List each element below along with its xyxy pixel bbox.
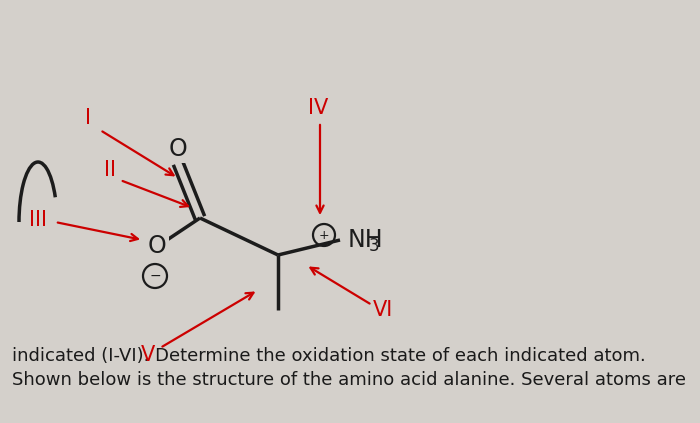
Text: O: O <box>169 137 188 161</box>
Text: 3: 3 <box>369 237 379 255</box>
Text: O: O <box>148 234 167 258</box>
Text: III: III <box>29 210 47 230</box>
Text: II: II <box>104 160 116 180</box>
Text: +: + <box>318 228 329 242</box>
Text: I: I <box>85 108 91 128</box>
Text: Shown below is the structure of the amino acid alanine. Several atoms are: Shown below is the structure of the amin… <box>12 371 686 389</box>
Text: NH: NH <box>348 228 384 252</box>
Text: IV: IV <box>308 98 328 118</box>
Text: indicated (I-VI). Determine the oxidation state of each indicated atom.: indicated (I-VI). Determine the oxidatio… <box>12 347 645 365</box>
Text: VI: VI <box>373 300 393 320</box>
Text: −: − <box>149 269 161 283</box>
Text: V: V <box>141 345 155 365</box>
